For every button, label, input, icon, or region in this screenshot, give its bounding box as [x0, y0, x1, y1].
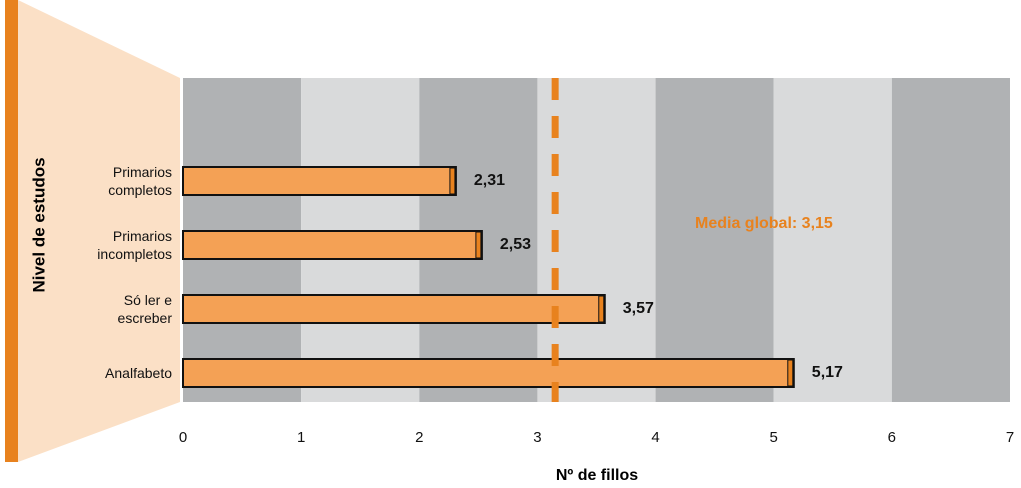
x-tick-label: 5: [770, 429, 778, 446]
bar-tip: [598, 295, 605, 323]
bar-tip: [475, 231, 482, 259]
bar: [182, 230, 483, 260]
value-label: 2,31: [474, 172, 505, 189]
bar: [182, 294, 606, 324]
value-label: 2,53: [500, 236, 531, 253]
grid-band: [773, 78, 892, 402]
grid-band: [655, 78, 774, 402]
x-tick-label: 7: [1006, 429, 1014, 446]
mean-label: Media global: 3,15: [695, 215, 833, 232]
bar-tip: [787, 359, 794, 387]
bar: [182, 358, 795, 388]
x-axis-title: Nº de fillos: [556, 467, 638, 484]
x-tick-label: 2: [415, 429, 423, 446]
category-label: Primarios incompletos: [97, 228, 172, 262]
bar-tip: [449, 167, 456, 195]
category-label: Analfabeto: [105, 365, 172, 381]
x-tick-label: 4: [651, 429, 659, 446]
x-tick-label: 6: [888, 429, 896, 446]
decor-strip: [5, 0, 18, 462]
y-axis-title: Nivel de estudos: [29, 157, 48, 292]
category-label: Só ler e escreber: [117, 292, 172, 326]
value-label: 5,17: [812, 364, 843, 381]
bar: [182, 166, 457, 196]
grid-band: [891, 78, 1010, 402]
x-tick-label: 0: [179, 429, 187, 446]
category-label: Primarios completos: [108, 164, 172, 198]
value-label: 3,57: [623, 300, 654, 317]
x-tick-label: 1: [297, 429, 305, 446]
x-tick-label: 3: [533, 429, 541, 446]
decor-panel: [18, 0, 180, 462]
